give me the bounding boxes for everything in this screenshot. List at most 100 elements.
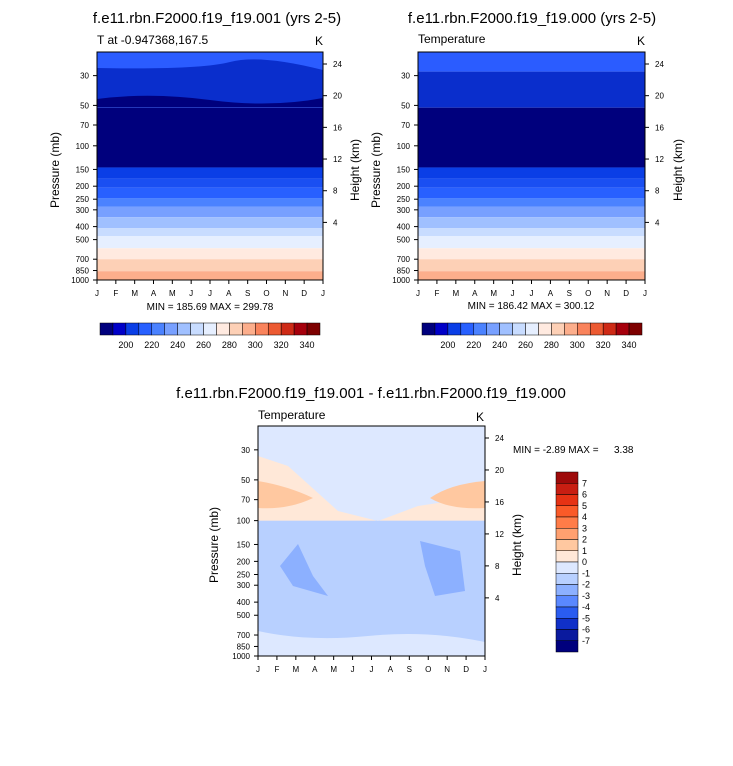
- colorbar1-label-7: 340: [300, 340, 315, 350]
- month-tick-label-p2-11: D: [623, 289, 629, 298]
- height-tick-label-p2-2: 16: [655, 123, 664, 132]
- colorbar2-swatch-12: [577, 322, 591, 336]
- colorbar2-label-4: 280: [544, 340, 559, 350]
- colorbar1-swatch-2: [125, 322, 140, 336]
- colorbar3-label-14: -7: [582, 636, 590, 646]
- colorbar1-swatch-10: [229, 322, 243, 336]
- colorbar2-swatch-14: [602, 322, 617, 336]
- pressure-tick-label-p2-6: 250: [397, 195, 411, 204]
- pressure-tick-label-p1-10: 700: [76, 255, 90, 264]
- month-tick-label-p1-5: J: [189, 289, 193, 298]
- panel1-title: f.e11.rbn.F2000.f19_f19.001 (yrs 2-5): [93, 10, 341, 27]
- month-tick-label-p1-9: O: [263, 289, 269, 298]
- panel3-right-label: K: [476, 410, 484, 424]
- pressure-tick-label-p2-7: 300: [397, 206, 411, 215]
- pressure-tick-label-p3-9: 500: [237, 611, 251, 620]
- pressure-tick-label-p1-0: 30: [80, 72, 89, 81]
- colorbar2-swatch-4: [473, 322, 487, 336]
- colorbar3-label-8: -1: [582, 568, 590, 578]
- temp-band-p1-10: [97, 235, 323, 249]
- colorbar3-label-2: 5: [582, 501, 587, 511]
- panel1-ylabel: Pressure (mb): [48, 132, 62, 208]
- pressure-tick-label-p3-6: 250: [237, 570, 251, 579]
- pressure-tick-label-p1-5: 200: [76, 182, 90, 191]
- colorbar3-swatch-6: [555, 539, 579, 551]
- pressure-tick-label-p2-4: 150: [397, 165, 411, 174]
- height-tick-label-p3-3: 12: [495, 530, 504, 539]
- pressure-tick-label-p3-8: 400: [237, 598, 251, 607]
- temp-band-p1-7: [97, 206, 323, 218]
- height-tick-label-p1-3: 12: [333, 155, 342, 164]
- colorbar3-label-13: -6: [582, 625, 590, 635]
- colorbar1-swatch-15: [293, 322, 308, 336]
- colorbar2-label-5: 300: [570, 340, 585, 350]
- colorbar3-swatch-13: [555, 618, 579, 630]
- month-tick-label-p1-3: A: [151, 289, 157, 298]
- colorbar2-swatch-7: [512, 322, 526, 336]
- pressure-tick-label-p3-11: 850: [237, 642, 251, 651]
- month-tick-label-p1-4: M: [169, 289, 176, 298]
- diff-positive-band: [258, 456, 485, 521]
- pressure-tick-label-p3-0: 30: [241, 446, 250, 455]
- plot-layer: 3050701001502002503004005007008501000242…: [71, 51, 664, 674]
- panel1-y2label: Height (km): [348, 139, 362, 201]
- panel2-right-label: K: [637, 34, 645, 48]
- panel3-stats-min: MIN = -2.89 MAX =: [513, 445, 599, 456]
- temp-band-p1-12: [97, 259, 323, 272]
- pressure-tick-label-p2-0: 30: [401, 72, 410, 81]
- pressure-tick-label-p2-9: 500: [397, 236, 411, 245]
- colorbar1-swatch-5: [164, 322, 178, 336]
- month-tick-label-p2-12: J: [643, 289, 647, 298]
- height-tick-label-p1-5: 4: [333, 218, 338, 227]
- month-tick-label-p2-2: M: [452, 289, 459, 298]
- colorbar2-label-7: 340: [622, 340, 637, 350]
- colorbar3-swatch-9: [555, 573, 579, 585]
- pressure-tick-label-p3-10: 700: [237, 631, 251, 640]
- colorbar3-swatch-15: [555, 640, 579, 653]
- colorbar1-swatch-13: [267, 322, 282, 336]
- height-tick-label-p1-1: 20: [333, 92, 342, 101]
- colorbar3-swatch-0: [555, 471, 579, 484]
- colorbar2-swatch-15: [615, 322, 630, 336]
- month-tick-label-p3-11: D: [463, 665, 469, 674]
- colorbar2-swatch-10: [551, 322, 565, 336]
- month-tick-label-p3-12: J: [483, 665, 487, 674]
- colorbar3-label-10: -3: [582, 591, 590, 601]
- colorbar1-swatch-12: [255, 322, 269, 336]
- pressure-tick-label-p3-2: 70: [241, 496, 250, 505]
- colorbar1-swatch-7: [190, 322, 204, 336]
- temp-band-p1-6: [97, 198, 323, 207]
- height-tick-label-p3-1: 20: [495, 466, 504, 475]
- pressure-tick-label-p1-11: 850: [76, 267, 90, 276]
- height-tick-label-p2-5: 4: [655, 218, 660, 227]
- pressure-tick-label-p3-3: 100: [237, 517, 251, 526]
- pressure-tick-label-p2-5: 200: [397, 182, 411, 191]
- pressure-tick-label-p2-2: 70: [401, 121, 410, 130]
- pressure-tick-label-p2-8: 400: [397, 223, 411, 232]
- month-tick-label-p2-1: F: [434, 289, 439, 298]
- month-tick-label-p2-8: S: [567, 289, 572, 298]
- diff-peak-left: [258, 481, 313, 509]
- panel1-stats: MIN = 185.69 MAX = 299.78: [147, 302, 274, 313]
- pressure-tick-label-p2-10: 700: [397, 255, 411, 264]
- temp-band-p1-2: [97, 107, 323, 168]
- height-tick-label-p1-4: 8: [333, 187, 338, 196]
- colorbar2-swatch-8: [525, 322, 539, 336]
- temp-band-p2-9: [418, 228, 645, 236]
- pressure-tick-label-p1-4: 150: [76, 165, 90, 174]
- panel3-left-label: Temperature: [258, 408, 326, 422]
- temp-band-p1-13: [97, 271, 323, 280]
- colorbar2-label-0: 200: [440, 340, 455, 350]
- colorbar2-swatch-2: [447, 322, 462, 336]
- pressure-tick-label-p1-2: 70: [80, 121, 89, 130]
- month-tick-label-p1-1: F: [113, 289, 118, 298]
- month-tick-label-p1-10: N: [282, 289, 288, 298]
- pressure-tick-label-p3-5: 200: [237, 557, 251, 566]
- temp-band-p2-6: [418, 198, 645, 207]
- colorbar3-swatch-8: [555, 561, 579, 574]
- diff-cool-left: [280, 544, 328, 596]
- colorbar1-swatch-8: [203, 322, 217, 336]
- pressure-tick-label-p2-12: 1000: [392, 276, 410, 285]
- colorbar3-swatch-2: [555, 494, 579, 506]
- colorbar3-label-12: -5: [582, 613, 590, 623]
